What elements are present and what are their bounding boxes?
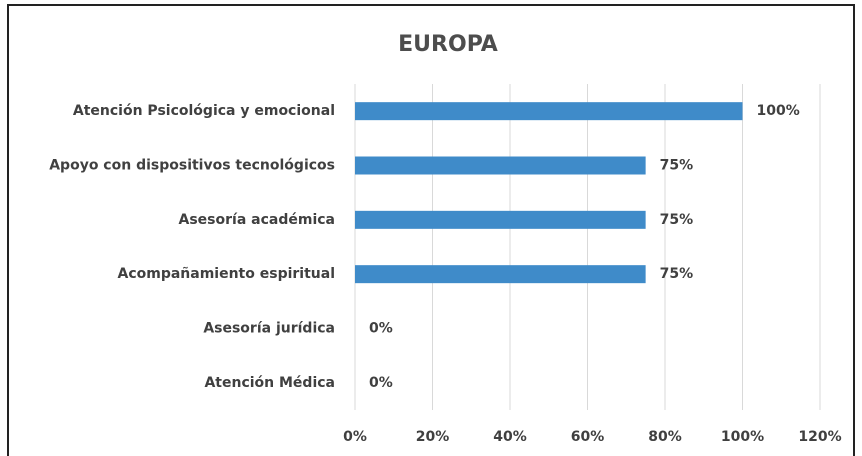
- y-tick-label: Apoyo con dispositivos tecnológicos: [49, 158, 335, 174]
- data-label: 75%: [660, 158, 694, 174]
- bar: [355, 265, 646, 284]
- y-tick-label: Acompañamiento espiritual: [117, 266, 335, 282]
- chart-frame: [7, 4, 855, 456]
- data-label: 0%: [369, 375, 393, 391]
- x-tick-label: 80%: [648, 429, 682, 445]
- chart-title: EUROPA: [398, 32, 498, 57]
- x-tick-label: 100%: [721, 429, 764, 445]
- x-tick-label: 120%: [798, 429, 841, 445]
- bar: [355, 156, 646, 175]
- y-tick-label: Atención Psicológica y emocional: [73, 103, 335, 119]
- x-tick-label: 20%: [416, 429, 450, 445]
- x-tick-label: 60%: [571, 429, 605, 445]
- bar: [355, 210, 646, 229]
- y-tick-label: Asesoría jurídica: [203, 321, 335, 337]
- data-label: 75%: [660, 212, 694, 228]
- data-label: 100%: [757, 103, 800, 119]
- data-label: 75%: [660, 266, 694, 282]
- y-tick-label: Atención Médica: [204, 375, 335, 391]
- x-tick-label: 0%: [343, 429, 367, 445]
- bar: [355, 102, 743, 121]
- x-tick-label: 40%: [493, 429, 527, 445]
- data-label: 0%: [369, 321, 393, 337]
- y-tick-label: Asesoría académica: [179, 212, 335, 228]
